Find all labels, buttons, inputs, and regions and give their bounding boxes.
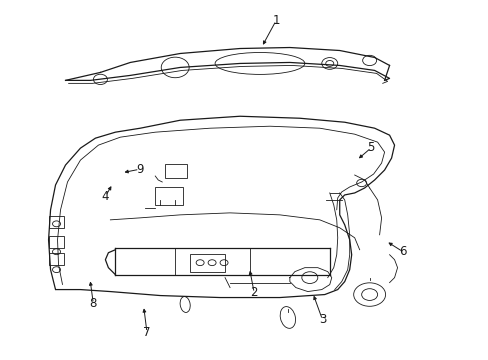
Text: 5: 5 bbox=[367, 141, 374, 154]
Bar bbox=[48, 253, 63, 265]
Bar bbox=[48, 236, 63, 248]
Bar bbox=[165, 164, 187, 178]
Text: 2: 2 bbox=[250, 287, 258, 300]
Bar bbox=[155, 187, 183, 205]
Text: 9: 9 bbox=[136, 163, 143, 176]
Text: 7: 7 bbox=[143, 326, 150, 339]
Text: 4: 4 bbox=[102, 190, 109, 203]
Bar bbox=[48, 216, 63, 228]
Text: 6: 6 bbox=[398, 245, 406, 258]
Text: 3: 3 bbox=[318, 313, 325, 327]
Text: 1: 1 bbox=[272, 14, 279, 27]
Text: 8: 8 bbox=[89, 297, 97, 310]
